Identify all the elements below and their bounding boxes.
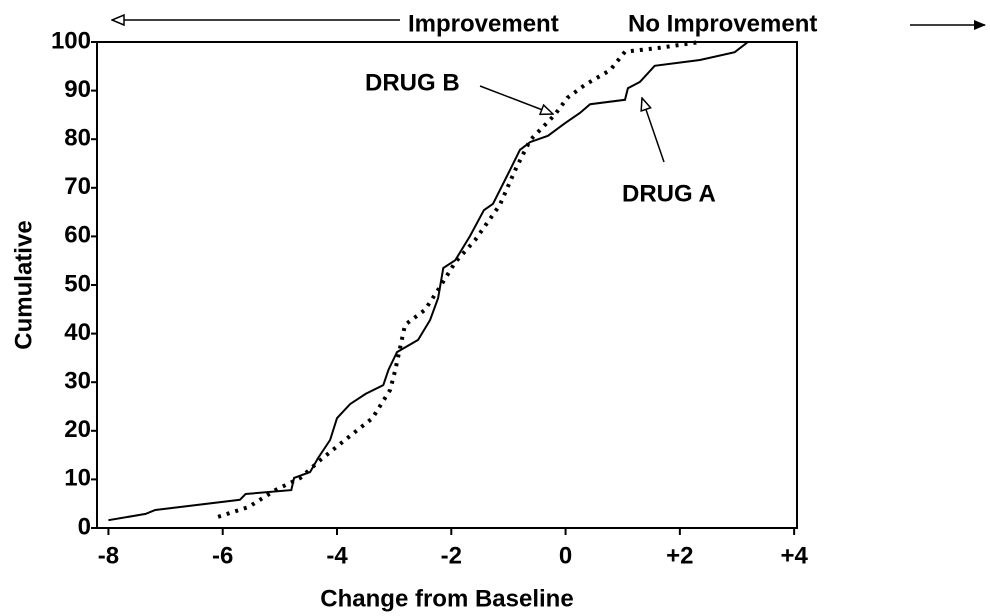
y-tick-label: 30: [64, 368, 91, 395]
y-tick-label: 50: [64, 270, 91, 297]
series-line: [217, 40, 701, 519]
x-tick-label: -8: [98, 542, 119, 569]
y-tick-label: 60: [64, 222, 91, 249]
y-tick-label: 90: [64, 76, 91, 103]
drug-a-arrow: [642, 98, 665, 163]
y-tick-label: 10: [64, 465, 91, 492]
y-tick-label: 80: [64, 125, 91, 152]
x-tick-label: -2: [441, 542, 462, 569]
y-tick-label: 70: [64, 173, 91, 200]
plot-frame: [96, 41, 798, 529]
y-tick-label: 100: [51, 27, 91, 54]
drug-b-arrow: [479, 85, 553, 114]
y-tick-label: 40: [64, 319, 91, 346]
annotation: DRUG A: [622, 180, 716, 207]
x-tick-label: -4: [326, 542, 348, 569]
annotation: DRUG B: [365, 69, 460, 96]
x-axis-title: Change from Baseline: [320, 585, 573, 612]
series-line: [108, 41, 749, 522]
x-tick-label: 0: [559, 542, 572, 569]
y-tick-label: 0: [78, 513, 91, 540]
annotation: No Improvement: [628, 10, 817, 37]
x-tick-label: -6: [212, 542, 233, 569]
y-axis-title: Cumulative: [10, 220, 37, 349]
annotation: Improvement: [408, 10, 559, 37]
x-tick-label: +2: [666, 542, 693, 569]
y-tick-label: 20: [64, 416, 91, 443]
x-tick-label: +4: [780, 542, 808, 569]
